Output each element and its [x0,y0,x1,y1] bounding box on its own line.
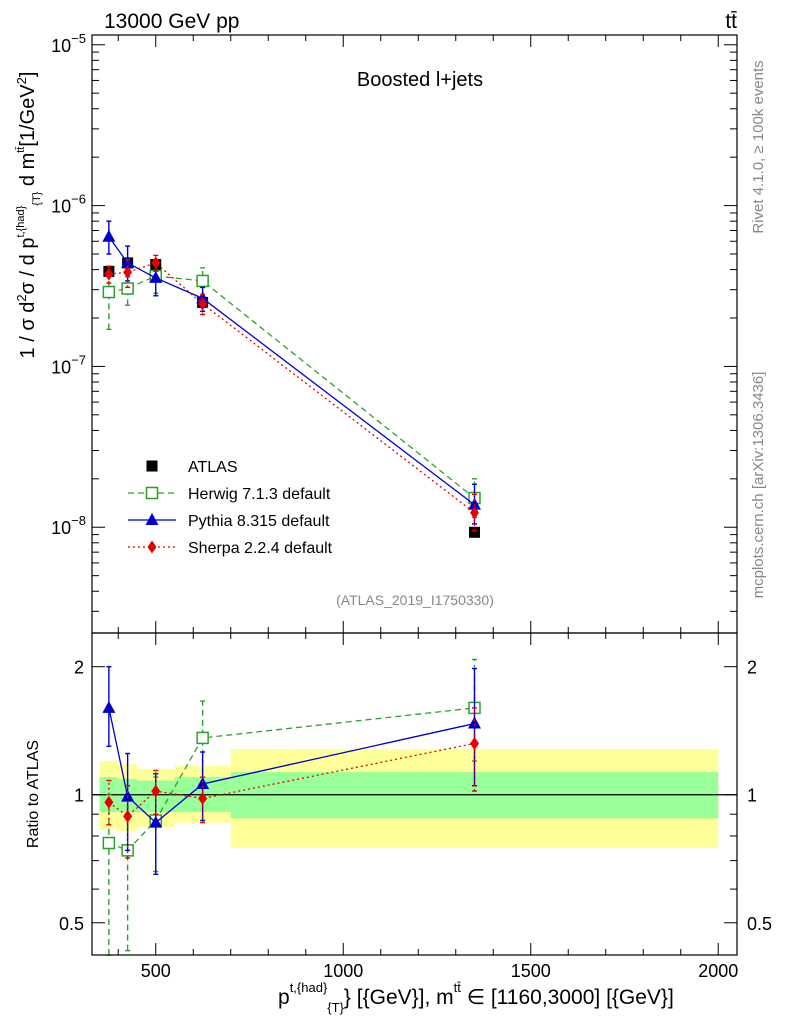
x-tick-label: 2000 [698,961,738,981]
ratio-ylabel: Ratio to ATLAS [25,740,42,848]
ratio-point-sherpa-2-2-4-default [123,809,133,823]
ratio-point-pythia-8-315-default [121,789,135,802]
legend-entry-pythia-8-315-default: Pythia 8.315 default [128,513,330,530]
ratio-point-sherpa-2-2-4-default [198,791,208,805]
ratio-y-tick-label-right: 1 [747,786,757,806]
ratio-point-herwig-7-1-3-default [196,731,209,745]
legend-marker [145,513,159,525]
ratio-point-herwig-7-1-3-default [102,836,116,850]
main-ylabel: 1 / σ d2σ / d pt,{had}{T} d mtt̄[1/GeV2] [14,72,43,359]
main-point-sherpa-2-2-4-default [123,265,133,279]
main-point-pythia-8-315-default [468,497,481,510]
main-line-sherpa-2-2-4-default [108,262,475,514]
ratio-point-sherpa-2-2-4-default [470,736,479,750]
ratio-point-pythia-8-315-default [102,700,116,713]
ratio-y-tick-label-left: 1 [74,786,84,806]
legend-marker [147,540,157,554]
x-tick-label: 500 [141,961,171,981]
main-point-sherpa-2-2-4-default [104,267,114,281]
ratio-point-sherpa-2-2-4-default [104,795,114,809]
legend: ATLAS Herwig 7.1.3 default Pythia 8.315 de… [128,459,333,557]
main-y-tick-label: 10−8 [51,513,86,538]
ratio-point-pythia-8-315-default [149,815,163,828]
legend-marker [145,486,159,500]
main-point-herwig-7-1-3-default [121,282,134,295]
main-point-sherpa-2-2-4-default [151,256,161,270]
ratio-point-sherpa-2-2-4-default [151,784,161,798]
legend-label: Pythia 8.315 default [188,513,330,530]
ratio-y-tick-label-right: 2 [747,658,757,678]
ratio-data-layer [92,658,737,956]
ratio-y-tick-label-left: 2 [74,658,84,678]
ratio-series-pythia-8-315-default [102,665,481,876]
legend-label: ATLAS [188,459,238,476]
x-tick-label: 1500 [511,961,551,981]
legend-label: Sherpa 2.2.4 default [188,540,333,557]
main-point-sherpa-2-2-4-default [198,297,208,311]
mcplots-label: mcplots.cern.ch [arXiv:1306.3436] [750,372,767,599]
main-line-herwig-7-1-3-default [108,275,475,499]
main-point-atlas [469,526,480,538]
main-title: Boosted l+jets [357,69,483,91]
legend-label: Herwig 7.1.3 default [188,486,331,503]
main-y-tick-label: 10−6 [51,192,86,217]
main-series-herwig-7-1-3-default [102,263,481,519]
x-tick-label: 1000 [323,961,363,981]
analysis-id: (ATLAS_2019_I1750330) [336,592,494,608]
main-point-pythia-8-315-default [102,229,116,242]
rivet-version-label: Rivet 4.1.0, ≥ 100k events [750,60,767,233]
legend-entry-herwig-7-1-3-default: Herwig 7.1.3 default [128,486,331,503]
ratio-point-pythia-8-315-default [468,716,481,729]
process-label: tt̄ [725,10,737,33]
main-y-tick-label: 10−7 [51,352,86,377]
legend-marker [146,460,158,472]
ratio-y-tick-label-right: 0.5 [747,914,772,934]
ratio-uncertainty-bands [99,749,719,848]
legend-entry-sherpa-2-2-4-default: Sherpa 2.2.4 default [128,540,333,557]
x-axis-title: pt,{had}{T}} [{GeV}], mtt̄ ∈ [1160,3000]… [278,980,674,1015]
main-series-sherpa-2-2-4-default [104,254,479,532]
main-line-pythia-8-315-default [108,236,475,506]
ratio-frame [91,632,738,956]
ratio-y-tick-label-left: 0.5 [59,914,84,934]
main-point-herwig-7-1-3-default [196,274,209,288]
legend-entry-atlas: ATLAS [146,459,238,476]
main-point-sherpa-2-2-4-default [470,506,479,520]
main-panel: 10−8 10−7 10−6 10−5 Boosted l+jets (ATLAS_2… [14,31,738,634]
main-point-pythia-8-315-default [149,270,163,283]
main-point-herwig-7-1-3-default [102,285,116,299]
ratio-series-sherpa-2-2-4-default [104,707,479,859]
ratio-point-pythia-8-315-default [196,776,210,789]
main-axes: 10−8 10−7 10−6 10−5 [51,31,737,633]
energy-label: 13000 GeV pp [104,10,239,33]
ratio-axes: 500 1000 1500 2000 0.5 0.5 1 1 2 2 [59,633,772,981]
main-y-tick-label: 10−5 [51,31,86,56]
ratio-panel: 500 1000 1500 2000 0.5 0.5 1 1 2 2 Ratio to ATLAS… [25,632,772,1015]
main-data-layer [102,220,481,538]
